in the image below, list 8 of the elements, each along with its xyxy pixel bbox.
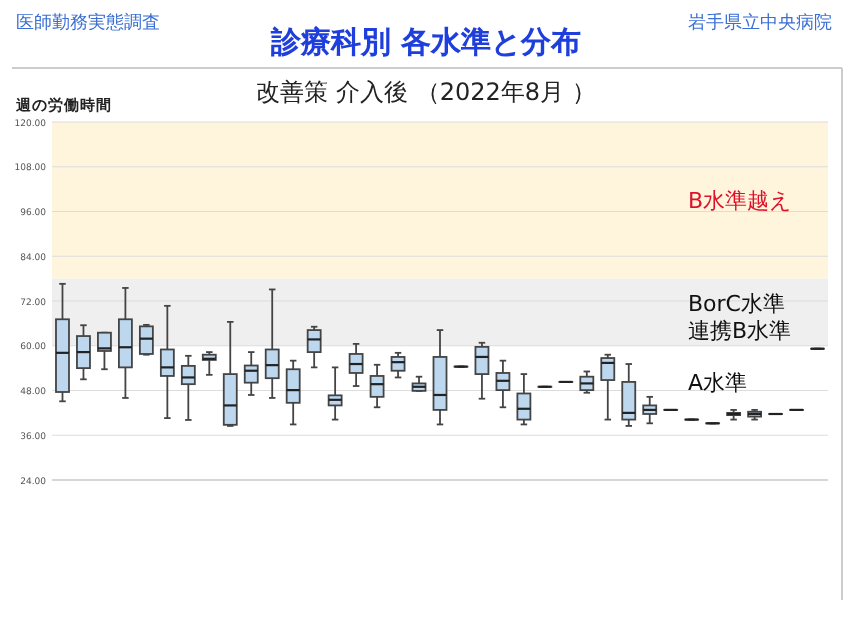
annotation: 岩手県立中央病院 bbox=[688, 14, 832, 34]
band-label: B水準越え bbox=[688, 188, 792, 215]
annotation: 連携B水準 bbox=[688, 317, 792, 344]
band-label: BorC水準 bbox=[688, 290, 785, 317]
annotation: A水準 bbox=[688, 369, 748, 396]
chart-subtitle: 改善策 介入後 （2022年8月 ） bbox=[256, 78, 596, 106]
annotation: 医師勤務実態調査 bbox=[16, 14, 160, 34]
chart-title: 診療科別 各水準と分布 bbox=[268, 24, 582, 60]
